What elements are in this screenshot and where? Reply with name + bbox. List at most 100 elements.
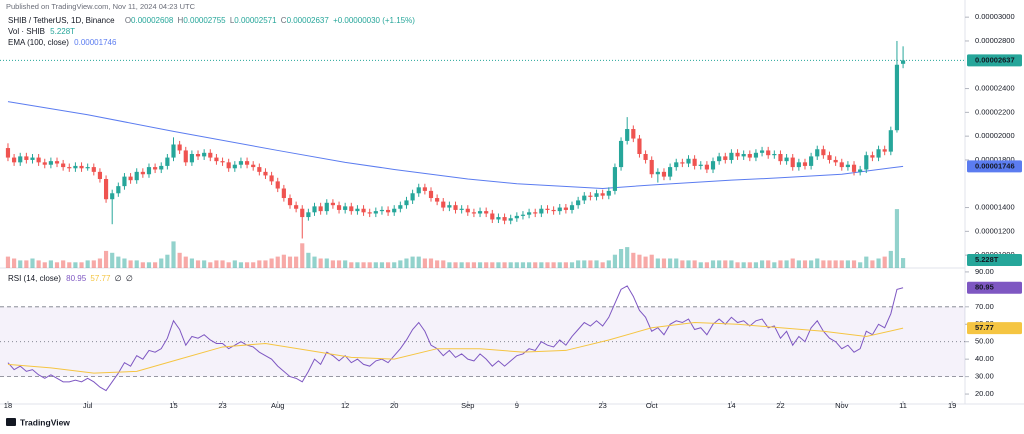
volume-bar <box>208 262 213 268</box>
ema-legend-name: EMA (100, close) <box>8 38 69 47</box>
brand-name: TradingView <box>20 417 70 427</box>
y-tick-label: 0.00001800 <box>975 155 1015 164</box>
y-tick-label: 0.00003000 <box>975 12 1015 21</box>
candle-body <box>557 207 562 212</box>
volume-bar <box>735 262 740 268</box>
candle-body <box>91 167 96 172</box>
volume-bar <box>153 262 158 268</box>
volume-bar <box>355 262 360 268</box>
ema-legend-value: 0.00001746 <box>74 38 117 47</box>
volume-bar <box>12 258 17 268</box>
volume-legend-name: Vol · SHIB <box>8 27 45 36</box>
volume-bar <box>882 256 887 268</box>
rsi-tag-bg <box>967 281 1022 294</box>
volume-bar <box>569 262 575 268</box>
volume-bar <box>422 258 427 268</box>
volume-bar <box>128 260 133 268</box>
candle-body <box>520 214 526 216</box>
volume-bar <box>888 250 893 268</box>
volume-bar <box>410 256 415 268</box>
candle-body <box>533 212 538 214</box>
volume-bar <box>195 260 201 268</box>
volume-bar <box>226 262 231 268</box>
candles <box>5 40 906 239</box>
volume-bar <box>563 262 568 268</box>
candle-body <box>177 144 182 151</box>
volume-bar <box>116 256 121 268</box>
volume-bar <box>502 262 507 268</box>
volume-bar <box>815 258 820 268</box>
candle-body <box>594 193 599 197</box>
candle-body <box>5 148 11 158</box>
volume-bar <box>238 262 244 268</box>
candle-body <box>545 208 550 210</box>
volume-bar <box>594 260 599 268</box>
rsi-tick-label: 50.00 <box>975 337 994 346</box>
candle-body <box>759 150 765 153</box>
candle-body <box>802 162 808 166</box>
candle-body <box>140 171 145 175</box>
candle-body <box>294 205 299 209</box>
volume-bar <box>668 258 673 268</box>
volume-bar <box>435 260 440 268</box>
candle-body <box>244 161 250 165</box>
candle-body <box>48 161 53 165</box>
ohlc-value: 0.00002637 <box>287 16 330 25</box>
volume-bar <box>189 258 194 268</box>
candle-body <box>398 205 403 209</box>
rsi-legend-value: ∅ <box>126 274 133 283</box>
rsi-tag: 80.95 <box>975 283 994 292</box>
candle-body <box>97 171 103 179</box>
brand-logo <box>6 418 16 426</box>
volume-bar <box>97 258 103 268</box>
rsi-ma-tag-bg <box>967 322 1022 335</box>
ohlc-key: H <box>178 16 184 25</box>
x-tick-label: 12 <box>341 401 349 410</box>
candle-body <box>514 215 519 219</box>
volume-bar <box>459 262 464 268</box>
candle-body <box>18 156 23 163</box>
ohlc-key: L <box>230 16 235 25</box>
ohlc-value: 0.00002755 <box>183 16 226 25</box>
candle-body <box>851 164 857 172</box>
volume-bar <box>686 260 691 268</box>
candle-body <box>864 155 869 170</box>
y-tick-label: 0.00001200 <box>975 226 1015 235</box>
candle-body <box>171 144 176 158</box>
candle-body <box>729 152 734 160</box>
volume-bar <box>551 262 556 268</box>
volume-bar <box>870 260 875 268</box>
candle-body <box>680 162 685 164</box>
volume-bar <box>520 262 526 268</box>
candle-body <box>165 157 170 166</box>
rsi-legend-name: RSI (14, close) <box>8 274 61 283</box>
candle-body <box>668 167 673 177</box>
candle-body <box>588 195 593 197</box>
volume-bar <box>398 260 403 268</box>
rsi-tick-label: 30.00 <box>975 372 994 381</box>
candle-body <box>386 209 391 213</box>
rsi-legend-value: ∅ <box>115 274 122 283</box>
rsi-tick-label: 40.00 <box>975 354 994 363</box>
candle-body <box>888 130 893 152</box>
candle-body <box>747 154 752 158</box>
volume-bar <box>618 249 624 268</box>
candle-body <box>606 190 611 196</box>
volume-bar <box>649 254 654 268</box>
candle-body <box>674 162 679 168</box>
volume-bar <box>710 260 716 268</box>
candle-body <box>392 208 397 213</box>
candle-body <box>686 158 691 164</box>
candle-body <box>649 159 654 175</box>
candle-body <box>496 217 501 220</box>
volume-bar <box>5 256 11 268</box>
candle-body <box>349 206 354 212</box>
y-tick-label: 0.00002800 <box>975 36 1015 45</box>
candle-body <box>563 207 568 210</box>
volume-bar <box>851 260 857 268</box>
volume-bar <box>704 262 709 268</box>
candle-body <box>477 211 483 214</box>
change: +0.00000030 (+1.15%) <box>333 16 415 25</box>
candle-body <box>858 169 863 172</box>
candle-body <box>416 187 421 194</box>
